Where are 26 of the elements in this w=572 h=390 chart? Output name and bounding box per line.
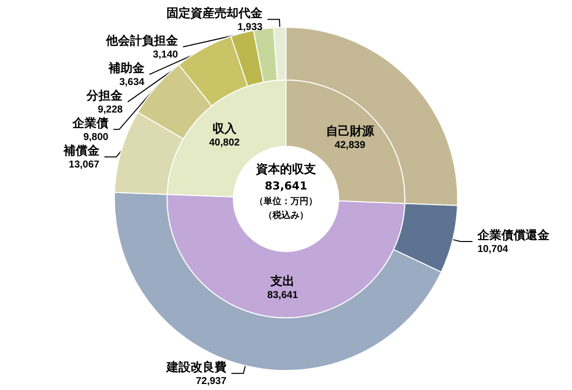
slice-label: 自己財源 <box>326 124 375 138</box>
slice-label: 収入 <box>212 121 238 136</box>
data-label: 42,839 <box>334 140 366 151</box>
data-label: 1,933 <box>237 22 263 33</box>
data-label: 3,140 <box>152 49 178 60</box>
text: 資本的収支 <box>255 162 316 176</box>
data-label: 9,800 <box>83 132 109 143</box>
slice-label: 補助金 <box>107 60 146 75</box>
slice-label: 支出 <box>270 274 295 288</box>
slice-label: 固定資産売却代金 <box>166 6 264 20</box>
data-label: 10,704 <box>477 244 509 255</box>
slice-label: 分担金 <box>86 88 124 102</box>
slice-label: 企業債償還金 <box>476 228 550 242</box>
slice-label: 建設改良費 <box>165 360 226 374</box>
text: （税込み） <box>264 210 308 221</box>
data-label: 3,634 <box>119 76 145 88</box>
slice-label: 他会計負担金 <box>104 33 179 48</box>
text: （単位：万円） <box>254 196 318 207</box>
data-label: 9,228 <box>98 104 124 116</box>
data-label: 40,802 <box>209 137 240 148</box>
text: 83,641 <box>264 180 308 192</box>
data-label: 72,937 <box>196 376 227 387</box>
data-label: 13,067 <box>68 159 100 170</box>
data-label: 83,641 <box>267 290 298 302</box>
slice-label: 補償金 <box>62 143 100 158</box>
slice-label: 企業債 <box>71 116 108 130</box>
